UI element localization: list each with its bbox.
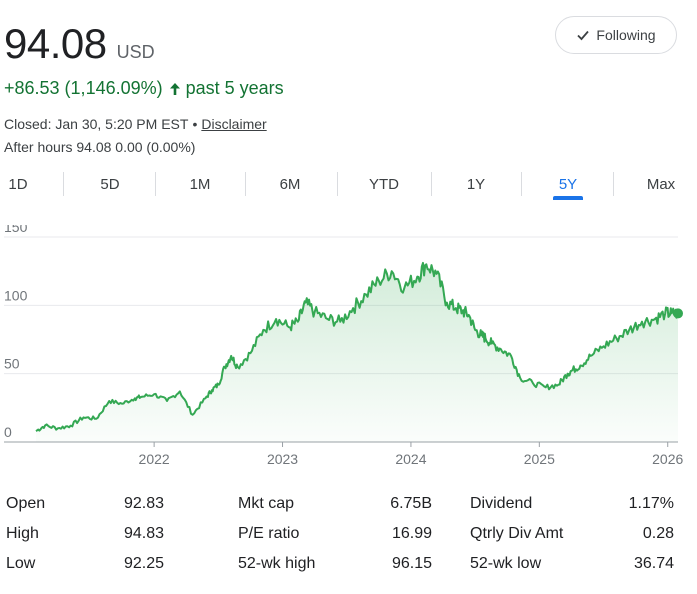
tab-1m[interactable]: 1M: [180, 168, 220, 200]
stat-value-low: 92.25: [123, 555, 164, 572]
tab-label: 5D: [100, 175, 120, 193]
stat-label-52wk-low: 52-wk low: [470, 555, 542, 572]
tab-divider: [521, 172, 522, 196]
tab-1d[interactable]: 1D: [0, 168, 36, 200]
following-button[interactable]: Following: [555, 16, 677, 54]
stat-value-open: 92.83: [123, 495, 164, 512]
stat-label-low: Low: [6, 555, 36, 572]
bullet-separator: •: [192, 116, 198, 132]
tab-1y[interactable]: 1Y: [456, 168, 496, 200]
x-tick-label: 2024: [395, 451, 426, 467]
x-tick-label: 2025: [524, 451, 555, 467]
disclaimer-link[interactable]: Disclaimer: [201, 116, 267, 132]
tab-divider: [155, 172, 156, 196]
market-status: Closed: Jan 30, 5:20 PM EST • Disclaimer: [4, 116, 267, 132]
tab-label: YTD: [369, 175, 399, 193]
stat-label-open: Open: [6, 495, 46, 512]
tab-5y[interactable]: 5Y: [548, 168, 588, 200]
stat-label-qtrly-div: Qtrly Div Amt: [470, 525, 564, 542]
stat-label-52wk-high: 52-wk high: [238, 555, 316, 572]
stat-label-high: High: [6, 525, 39, 542]
tab-5d[interactable]: 5D: [90, 168, 130, 200]
tab-label: 1D: [8, 175, 28, 193]
tab-label: 6M: [279, 175, 301, 193]
current-price-dot: [673, 308, 683, 319]
y-tick-label: 0: [4, 424, 12, 440]
following-label: Following: [596, 27, 656, 43]
price-area-fill: [36, 262, 678, 442]
tab-label: 1M: [189, 175, 211, 193]
stat-value-high: 94.83: [123, 525, 164, 542]
stat-value-mkt-cap: 6.75B: [390, 495, 432, 512]
change-period: past 5 years: [185, 78, 284, 98]
tab-divider: [63, 172, 64, 196]
closed-text: Closed: Jan 30, 5:20 PM EST: [4, 116, 189, 132]
arrow-up-icon: [169, 82, 181, 96]
active-tab-indicator: [553, 196, 583, 200]
tab-max[interactable]: Max: [640, 168, 682, 200]
x-tick-label: 2023: [267, 451, 298, 467]
tab-6m[interactable]: 6M: [270, 168, 310, 200]
tab-ytd[interactable]: YTD: [360, 168, 408, 200]
y-tick-label: 100: [4, 287, 28, 303]
y-tick-label: 50: [4, 356, 20, 372]
check-icon: [576, 28, 590, 42]
tab-label: 1Y: [466, 175, 486, 193]
stat-value-52wk-low: 36.74: [633, 555, 674, 572]
x-tick-label: 2022: [139, 451, 170, 467]
change-amount: +86.53 (1,146.09%): [4, 78, 163, 98]
tab-divider: [431, 172, 432, 196]
tab-divider: [613, 172, 614, 196]
current-price: 94.08: [4, 20, 107, 67]
stat-value-pe-ratio: 16.99: [391, 525, 432, 542]
after-hours-quote: After hours 94.08 0.00 (0.00%): [4, 139, 196, 155]
tab-divider: [245, 172, 246, 196]
price-row: 94.08 USD: [4, 20, 155, 68]
price-line: [35, 261, 679, 432]
currency-label: USD: [116, 42, 155, 62]
stat-label-dividend: Dividend: [470, 495, 533, 512]
tab-label: Max: [646, 175, 676, 193]
stat-label-pe-ratio: P/E ratio: [238, 525, 300, 542]
stat-value-dividend: 1.17%: [628, 495, 674, 512]
stat-label-mkt-cap: Mkt cap: [238, 495, 295, 512]
price-chart[interactable]: 0 50 100 150 2022 2023 2024 2025 2026: [0, 225, 697, 480]
x-tick-label: 2026: [652, 451, 683, 467]
price-change: +86.53 (1,146.09%) past 5 years: [4, 78, 284, 99]
stat-value-qtrly-div: 0.28: [642, 525, 674, 542]
stat-value-52wk-high: 96.15: [391, 555, 432, 572]
tab-divider: [337, 172, 338, 196]
y-tick-label: 150: [4, 225, 28, 235]
tab-label: 5Y: [558, 175, 578, 193]
range-tabs: 1D 5D 1M 6M YTD 1Y 5Y Max: [0, 168, 697, 204]
